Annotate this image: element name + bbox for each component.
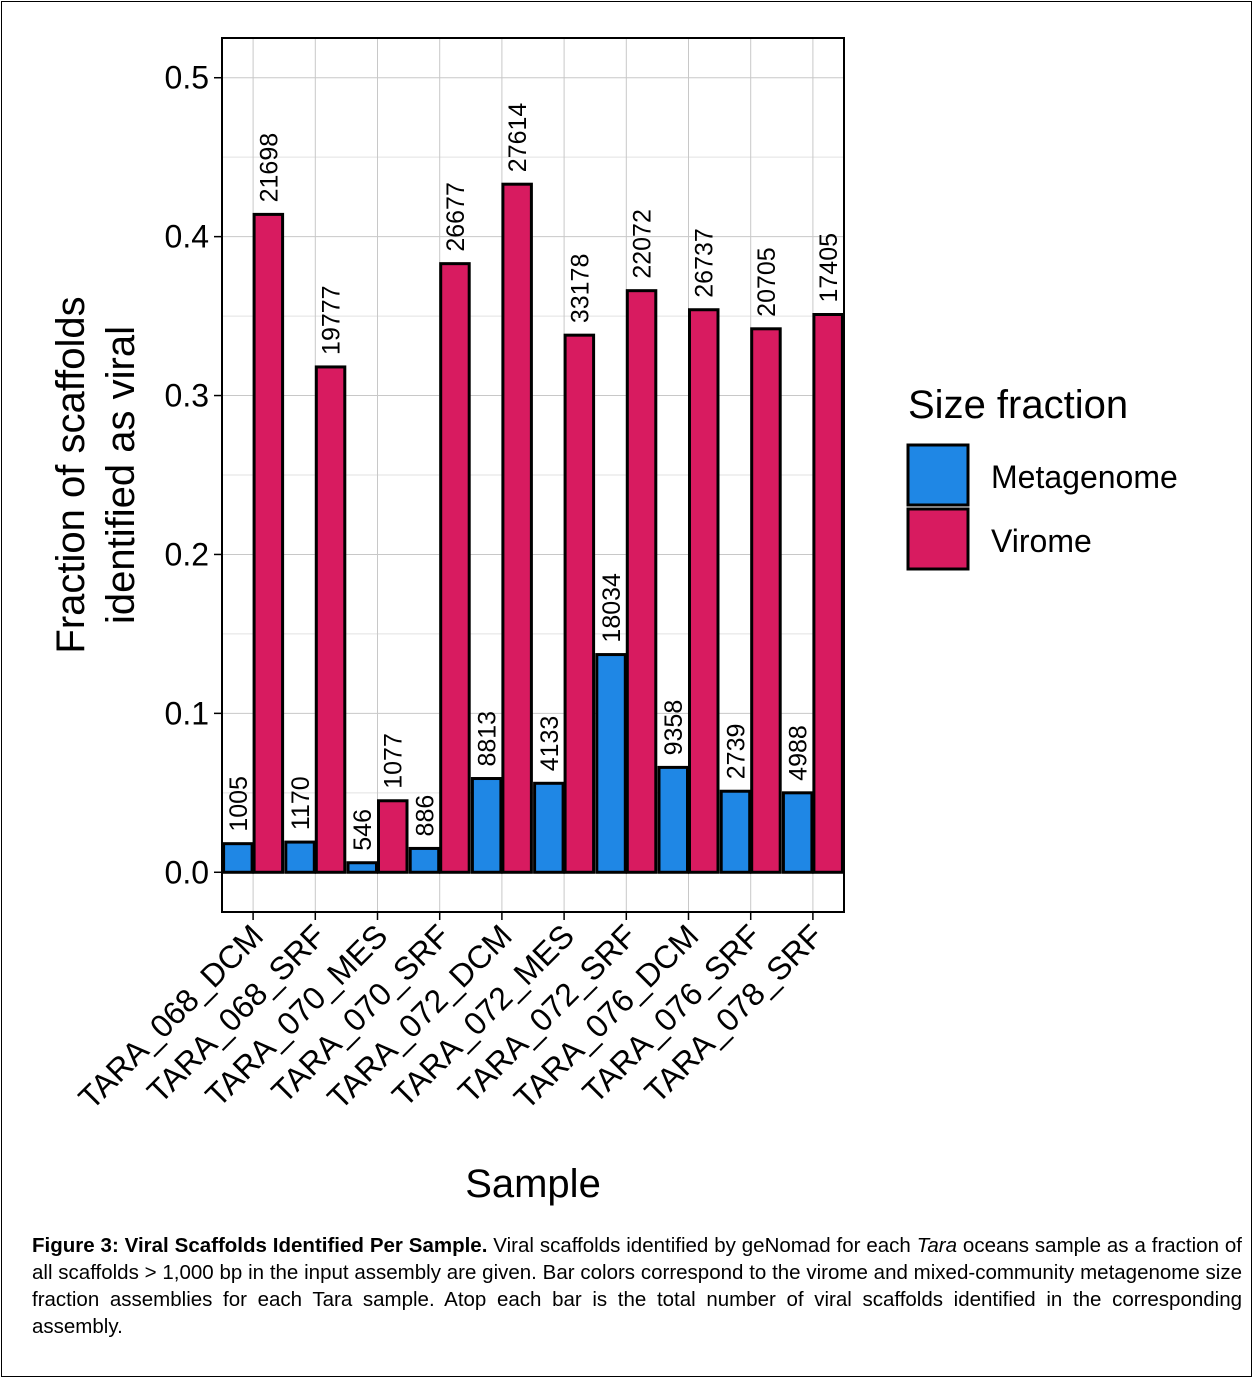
bar-label-virome: 27614: [504, 103, 532, 173]
bar-label-virome: 26737: [691, 228, 719, 298]
bar-label-metagenome: 886: [411, 795, 439, 837]
bar-virome: [688, 308, 720, 874]
bar-virome: [812, 313, 844, 874]
bar-label-metagenome: 9358: [660, 700, 688, 756]
legend-title: Size fraction: [908, 383, 1128, 427]
x-axis-title: Sample: [465, 1162, 601, 1206]
bar-metagenome: [719, 789, 752, 874]
bar-virome: [501, 182, 533, 874]
y-tick-label: 0.2: [165, 536, 209, 572]
y-axis-title-line2: identified as viral: [99, 326, 143, 624]
bar-metagenome: [533, 781, 565, 874]
bar-label-metagenome: 4988: [785, 725, 813, 781]
y-tick-label: 0.4: [165, 219, 209, 255]
bar-metagenome: [657, 765, 689, 874]
bar-label-virome: 26677: [442, 182, 470, 252]
bar-virome: [750, 327, 782, 874]
bar-label-metagenome: 18034: [598, 573, 626, 643]
caption-label: Figure 3: Viral Scaffolds Identified Per…: [32, 1234, 488, 1257]
legend-label-virome: Virome: [991, 523, 1092, 559]
bar-label-virome: 19777: [318, 285, 346, 355]
bar-virome: [252, 212, 285, 874]
caption-text-a: Viral scaffolds identified by geNomad fo…: [487, 1234, 917, 1257]
bar-metagenome: [595, 653, 627, 874]
bar-label-virome: 33178: [566, 254, 594, 324]
bar-metagenome: [222, 842, 254, 874]
bar-label-virome: 20705: [753, 247, 781, 317]
bar-label-virome: 1077: [380, 733, 408, 789]
y-axis-title-line1: Fraction of scaffolds: [49, 296, 93, 653]
bar-label-virome: 21698: [255, 133, 283, 203]
bar-label-metagenome: 1005: [225, 776, 253, 832]
bar-label-virome: 22072: [629, 209, 657, 279]
legend-label-metagenome: Metagenome: [991, 459, 1178, 495]
bar-virome: [314, 365, 347, 874]
caption-italic: Tara: [916, 1234, 958, 1257]
bar-metagenome: [284, 840, 316, 874]
legend-key-virome: [906, 507, 970, 571]
bar-virome: [377, 799, 409, 874]
bar-label-metagenome: 2739: [722, 724, 750, 780]
figure-caption: Figure 3: Viral Scaffolds Identified Per…: [32, 1232, 1242, 1340]
bar-labels: 1005 1170 546 886 8813 4133 18034 9358 2739 4988 2…: [225, 103, 843, 851]
caption-text-b: oceans sample as a fraction of all scaff…: [32, 1234, 1242, 1338]
bar-metagenome: [408, 846, 441, 874]
bar-label-metagenome: 8813: [474, 711, 502, 767]
y-tick-label: 0.0: [165, 854, 209, 890]
y-tick-label: 0.1: [165, 695, 209, 731]
y-tick-label: 0.5: [165, 60, 209, 96]
y-axis: 0.0 0.1 0.2 0.3 0.4 0.5: [165, 60, 222, 890]
bar-label-metagenome: 4133: [536, 716, 564, 772]
bar-virome: [439, 262, 471, 874]
bar-metagenome: [781, 791, 814, 874]
bar-label-virome: 17405: [815, 233, 843, 303]
x-axis: TARA_068_DCMTARA_068_SRFTARA_070_MESTARA…: [71, 912, 830, 1116]
bar-metagenome: [470, 777, 503, 874]
bar-virome: [625, 289, 658, 874]
legend-key-metagenome: [906, 443, 970, 507]
bar-virome: [563, 333, 596, 874]
bar-chart: 1005 1170 546 886 8813 4133 18034 9358 2739 4988 2…: [49, 37, 1178, 1206]
plot-border: [221, 37, 845, 913]
legend: Size fraction Metagenome Virome: [906, 383, 1178, 571]
bar-metagenome: [346, 861, 378, 874]
bar-label-metagenome: 546: [349, 809, 377, 851]
bar-label-metagenome: 1170: [287, 776, 315, 830]
y-tick-label: 0.3: [165, 378, 209, 414]
bars: [222, 182, 844, 874]
